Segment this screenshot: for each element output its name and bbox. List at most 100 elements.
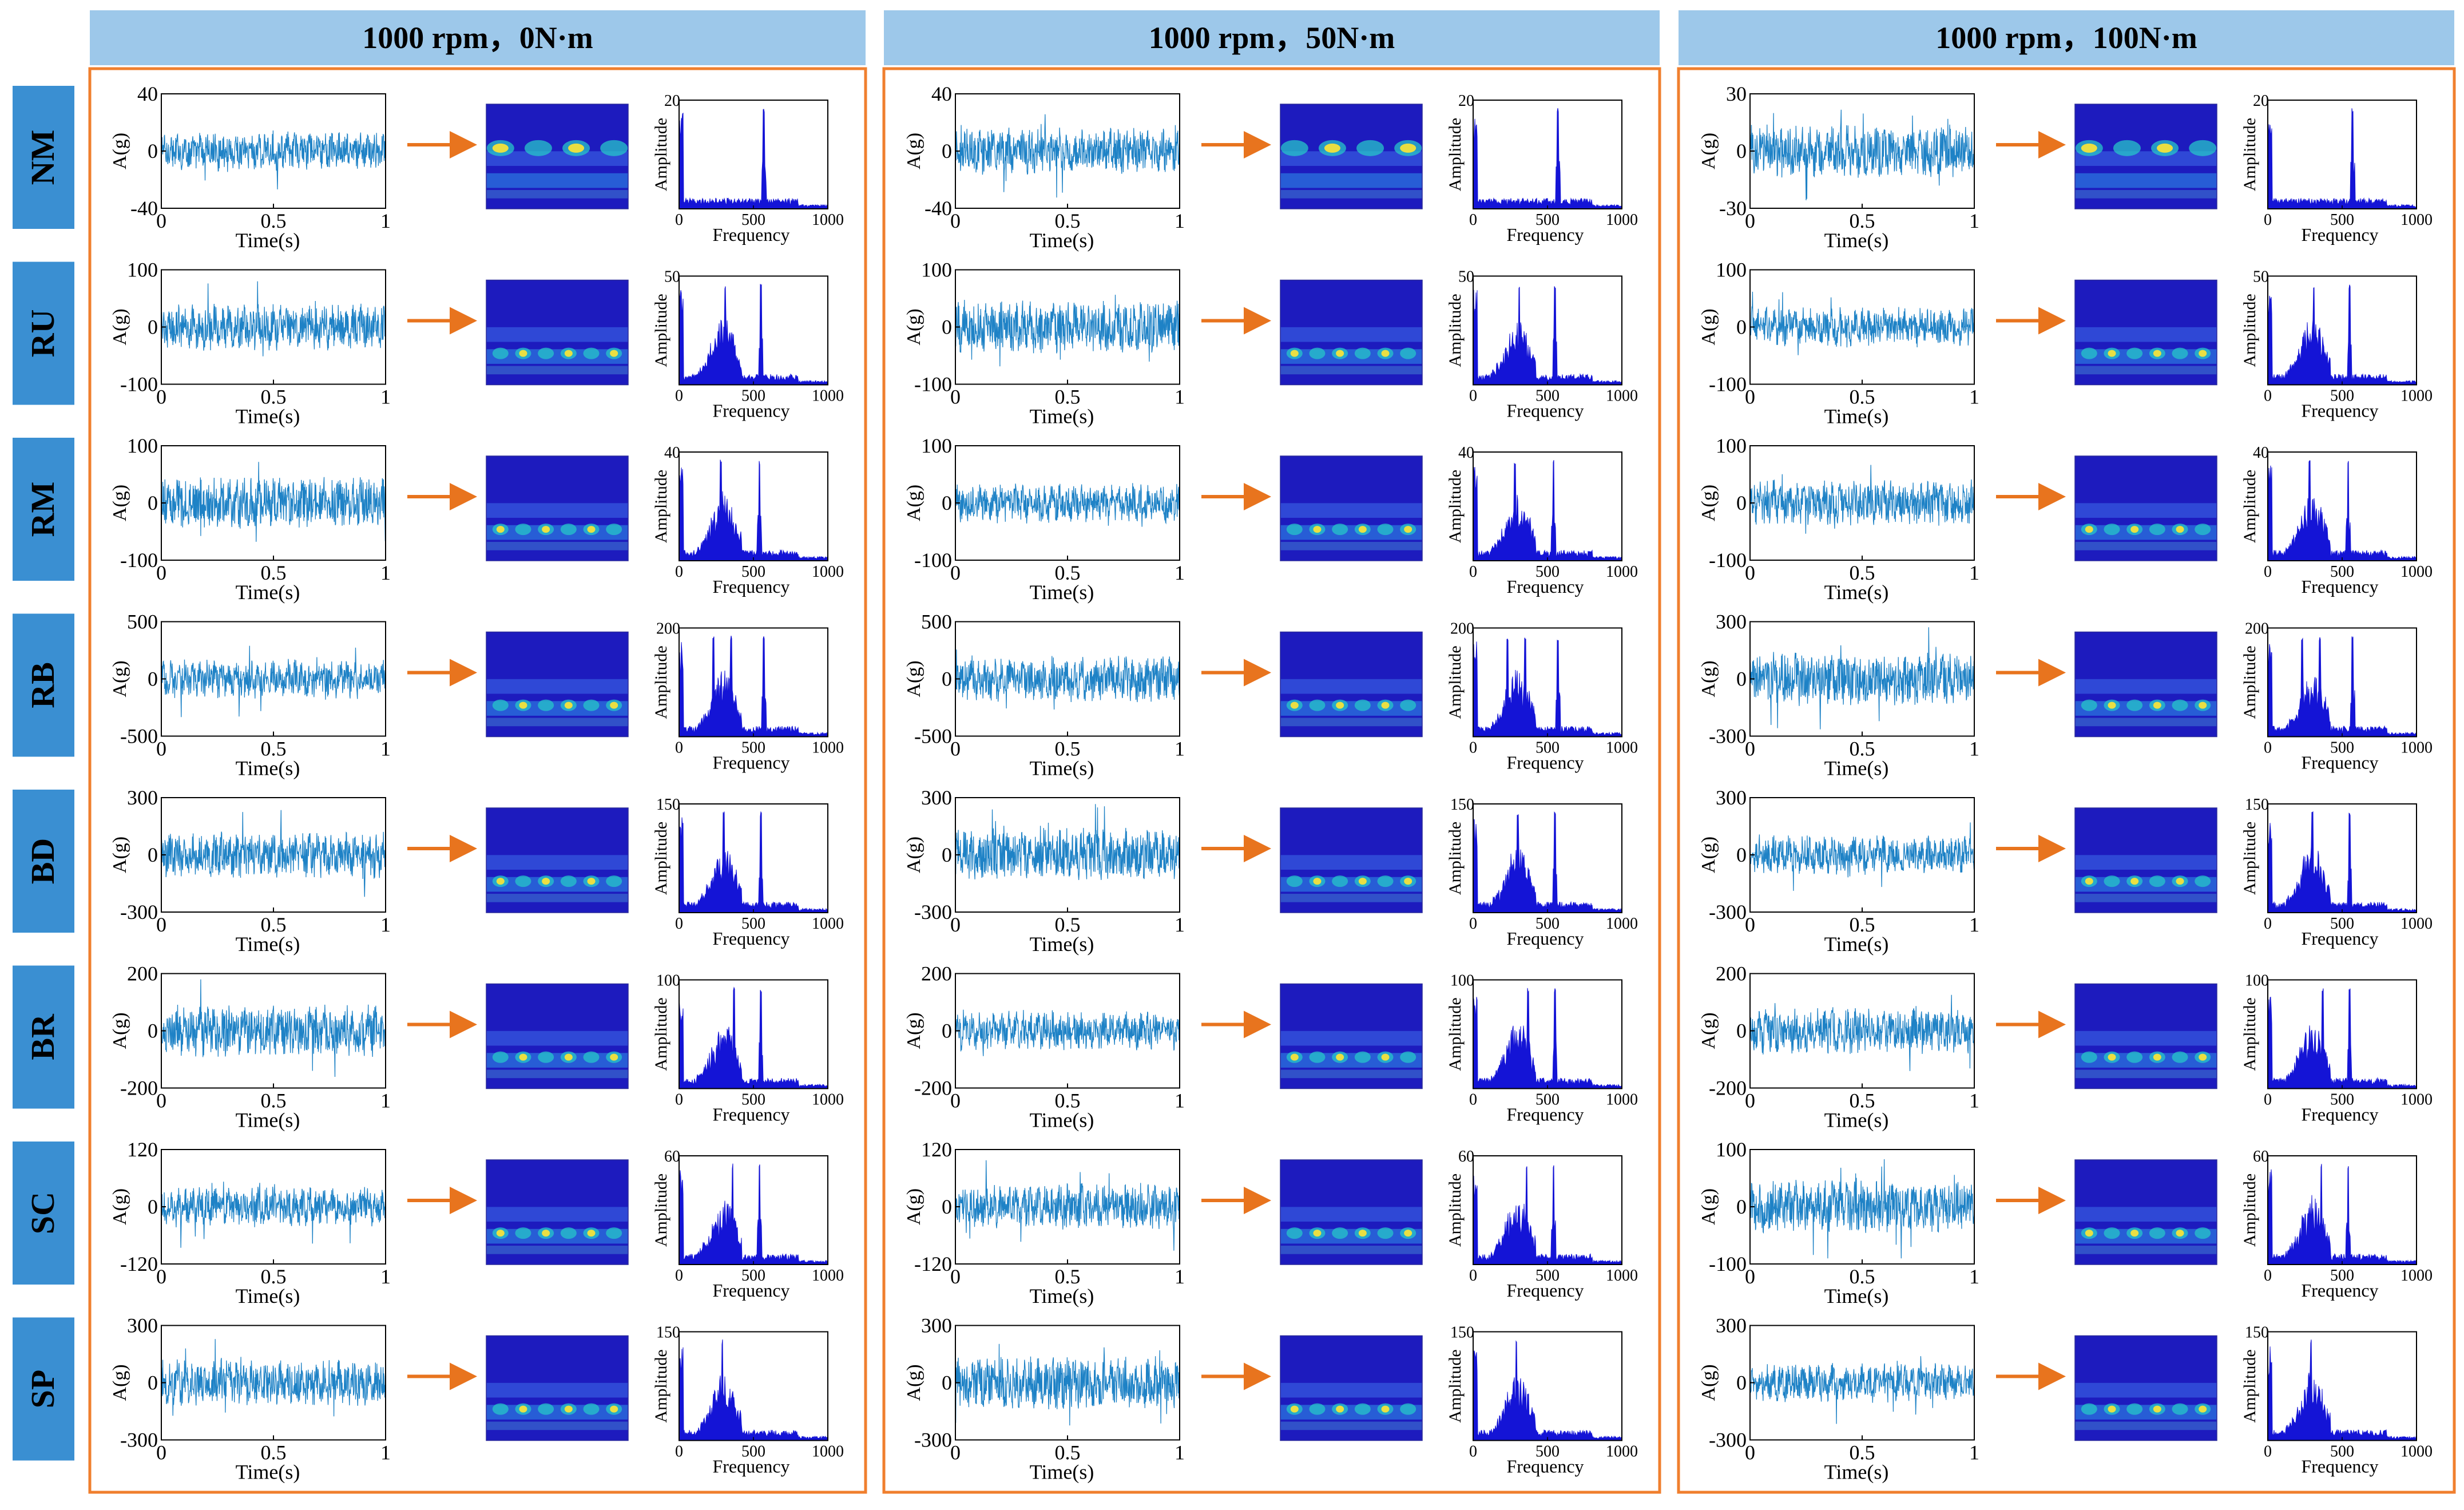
time-frequency-image [2074,807,2217,913]
time-frequency-image [2074,279,2217,386]
spectrum-x-tick-label: 0 [2264,915,2272,933]
spectrum-y-max-label: 40 [2253,444,2269,462]
spectrum-x-axis-label: Frequency [712,752,789,773]
frequency-spectrum-plot: 20 0 500 1000 Frequency Amplitude [1446,92,1638,245]
tfi-energy-peak [1381,1053,1390,1061]
tfi-energy-peak [2108,702,2116,709]
time-x-axis-label: Time(s) [1030,1461,1094,1484]
tfi-energy-blob [1286,524,1303,536]
time-y-tick-label: 0 [148,843,158,866]
spectrum-x-tick-label: 0 [675,211,683,229]
tfi-energy-blob [1309,1051,1326,1063]
time-y-tick-label: 100 [127,259,158,282]
spectrum-x-tick-label: 0 [675,1443,683,1461]
spectrum-x-tick-label: 1000 [1606,1443,1638,1461]
spectrum-x-tick-label: 0 [675,1091,683,1109]
time-x-tick-label: 0 [950,209,961,232]
tfi-energy-peak [2081,143,2097,153]
spectrum-x-tick-label: 1000 [2400,1091,2433,1109]
spectrum-x-tick-label: 500 [1535,915,1560,933]
tfi-band [486,1228,628,1244]
spectrum-frame [1473,627,1622,738]
tfi-energy-blob [538,347,554,359]
time-x-tick-label: 0 [156,1089,166,1112]
tfi-energy-blob [1309,1403,1326,1415]
tfi-energy-blob [538,699,554,711]
time-x-tick-label: 1 [380,738,391,760]
time-x-axis-label: Time(s) [1030,229,1094,252]
tfi-band [486,1405,628,1420]
spectrum-y-axis-label: Amplitude [652,118,670,191]
time-x-axis-label: Time(s) [1824,405,1889,428]
tfi-energy-peak [1381,1405,1390,1413]
tfi-band [486,1031,628,1046]
frequency-spectrum-plot: 200 0 500 1000 Frequency Amplitude [652,620,844,773]
tfi-energy-peak [1381,702,1390,709]
time-x-axis-label: Time(s) [236,405,300,428]
tfi-energy-peak [2199,702,2207,709]
spectrum-x-tick-label: 0 [1469,563,1477,581]
time-y-tick-label: 0 [942,492,952,514]
time-y-axis-label: A(g) [109,308,130,345]
tfi-band [486,701,628,716]
spectrum-frame [2267,803,2417,913]
tfi-energy-blob [1332,524,1348,536]
time-y-tick-label: 500 [127,611,158,633]
time-x-tick-label: 0 [1745,1441,1755,1464]
vibration-signal-line [161,1339,386,1417]
tfi-energy-peak [1313,878,1322,885]
spectrum-x-axis-label: Frequency [1506,401,1584,421]
time-y-tick-label: 300 [921,786,952,809]
time-y-tick-label: -200 [120,1077,158,1100]
time-y-tick-label: 0 [942,140,952,163]
spectrum-y-max-label: 100 [1450,972,1474,990]
tfi-energy-peak [1336,1053,1344,1061]
spectrum-x-tick-label: 0 [1469,387,1477,405]
spectrum-x-axis-label: Frequency [2301,576,2378,597]
time-x-tick-label: 0.5 [261,1089,287,1112]
spectrum-x-axis-label: Frequency [1506,1456,1584,1477]
spectrum-y-axis-label: Amplitude [2240,645,2259,719]
time-x-tick-label: 0 [1745,209,1755,232]
spectrum-y-axis-label: Amplitude [1446,1349,1465,1422]
tfi-energy-peak [2199,350,2207,357]
spectrum-line [1473,1340,1622,1441]
spectrum-x-tick-label: 500 [741,915,765,933]
time-y-tick-label: -100 [1709,373,1747,396]
time-frequency-image [1280,1159,1423,1265]
time-frequency-image [1280,279,1423,386]
time-x-tick-label: 0 [156,209,166,232]
spectrum-x-tick-label: 1000 [2400,211,2433,229]
vibration-signal-line [955,1160,1180,1251]
tfi-band [1280,718,1422,727]
time-x-axis-label: Time(s) [1030,405,1094,428]
time-y-tick-label: 0 [942,1195,952,1218]
spectrum-line [1473,637,1622,737]
spectrum-x-tick-label: 500 [741,211,765,229]
tfi-energy-blob [2126,1403,2143,1415]
frequency-spectrum-plot: 150 0 500 1000 Frequency Amplitude [1446,1324,1638,1477]
spectrum-x-tick-label: 500 [741,387,765,405]
time-y-tick-label: -200 [1709,1077,1747,1100]
time-y-tick-label: 40 [137,82,158,105]
time-x-axis-label: Time(s) [1824,1285,1889,1307]
tfi-energy-blob [492,347,509,359]
tfi-band [2075,679,2217,694]
time-x-tick-label: 1 [1969,738,1979,760]
tfi-frame [486,631,629,738]
time-y-tick-label: -100 [120,549,158,572]
spectrum-frame [1473,275,1622,386]
time-y-axis-label: A(g) [109,1364,130,1401]
tfi-energy-blob [583,347,600,359]
row-label-box-ru [13,261,74,405]
tfi-energy-peak [564,1053,573,1061]
tfi-energy-blob [2126,699,2143,711]
time-frequency-image [2074,1335,2217,1441]
time-y-tick-label: 30 [1726,82,1747,105]
